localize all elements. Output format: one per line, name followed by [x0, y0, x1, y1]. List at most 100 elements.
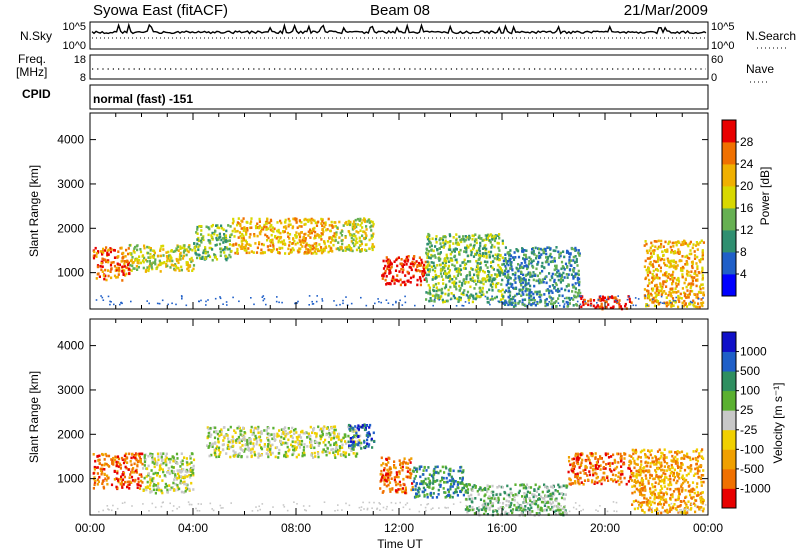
power-echo-cell	[659, 245, 662, 248]
power-echo-cell	[425, 273, 428, 277]
power-echo-cell	[648, 294, 651, 298]
power-echo-cell	[206, 250, 209, 254]
velocity-echo-cell	[254, 434, 257, 438]
power-echo-cell	[507, 273, 510, 276]
power-echo-cell	[469, 278, 472, 281]
velocity-echo-cell	[335, 441, 338, 444]
power-echo-cell	[253, 233, 256, 236]
power-scatter-cell	[275, 300, 278, 303]
power-echo-cell	[466, 260, 470, 263]
velocity-echo-cell	[599, 455, 602, 458]
power-scatter-cell	[609, 296, 611, 298]
velocity-echo-cell	[253, 438, 256, 441]
velocity-echo-cell	[174, 489, 177, 492]
velocity-echo-cell	[668, 474, 671, 478]
power-echo-cell	[242, 229, 245, 232]
power-echo-cell	[498, 300, 501, 304]
velocity-echo-cell	[160, 489, 163, 493]
velocity-echo-cell	[492, 494, 495, 497]
velocity-echo-cell	[546, 501, 549, 504]
power-echo-cell	[196, 228, 199, 231]
velocity-echo-cell	[582, 483, 585, 486]
power-echo-cell	[690, 270, 693, 273]
velocity-echo-cell	[361, 426, 364, 429]
power-echo-cell	[359, 250, 362, 253]
power-echo-cell	[557, 287, 560, 291]
power-echo-cell	[456, 243, 459, 246]
power-echo-cell	[107, 253, 110, 256]
power-echo-cell	[438, 238, 441, 242]
power-echo-cell	[159, 270, 162, 273]
velocity-echo-cell	[138, 455, 141, 459]
power-echo-cell	[573, 274, 577, 278]
power-echo-cell	[685, 296, 688, 299]
velocity-echo-cell	[410, 488, 413, 492]
power-echo-cell	[663, 290, 666, 293]
power-echo-cell	[222, 228, 225, 231]
power-echo-cell	[439, 268, 443, 271]
velocity-echo-cell	[177, 474, 181, 478]
velocity-echo-cell	[234, 431, 237, 434]
power-colorbar-tick-label: 8	[740, 245, 747, 259]
power-echo-cell	[390, 265, 393, 269]
velocity-echo-cell	[523, 501, 526, 504]
power-echo-cell	[250, 220, 253, 223]
power-echo-cell	[222, 241, 225, 244]
velocity-echo-cell	[503, 490, 506, 494]
velocity-echo-cell	[351, 436, 355, 439]
velocity-echo-cell	[422, 486, 425, 490]
velocity-echo-cell	[537, 504, 540, 507]
power-echo-cell	[576, 278, 579, 281]
power-echo-cell	[561, 279, 565, 282]
velocity-echo-cell	[149, 481, 152, 484]
power-echo-cell	[310, 229, 313, 233]
power-echo-cell	[676, 251, 680, 254]
power-echo-cell	[428, 286, 431, 290]
power-echo-cell	[146, 245, 149, 249]
power-echo-cell	[126, 266, 129, 270]
power-echo-cell	[468, 236, 471, 239]
power-echo-cell	[110, 267, 113, 270]
power-echo-cell	[685, 261, 689, 264]
power-echo-cell	[509, 257, 512, 261]
power-echo-cell	[185, 263, 188, 267]
power-echo-cell	[528, 294, 531, 298]
velocity-echo-cell	[94, 479, 97, 483]
power-echo-cell	[442, 278, 445, 281]
power-echo-cell	[520, 262, 523, 265]
velocity-echo-cell	[466, 488, 470, 491]
velocity-echo-cell	[594, 480, 597, 484]
power-echo-cell	[630, 301, 633, 304]
velocity-echo-cell	[615, 480, 618, 484]
power-echo-cell	[693, 257, 697, 260]
power-echo-cell	[180, 265, 183, 269]
power-echo-cell	[239, 245, 242, 249]
power-echo-cell	[652, 269, 655, 273]
power-echo-cell	[192, 264, 196, 267]
velocity-echo-cell	[380, 479, 383, 482]
power-echo-cell	[215, 258, 219, 261]
velocity-echo-cell	[133, 471, 136, 474]
power-echo-cell	[263, 225, 266, 229]
power-scatter-cell	[626, 298, 629, 301]
power-echo-cell	[258, 242, 261, 246]
power-echo-cell	[674, 265, 677, 268]
power-echo-cell	[266, 245, 269, 248]
power-echo-cell	[246, 221, 249, 224]
power-echo-cell	[94, 246, 97, 250]
power-echo-cell	[514, 303, 517, 307]
velocity-echo-cell	[96, 478, 99, 482]
velocity-echo-cell	[331, 447, 334, 451]
power-echo-cell	[488, 234, 491, 238]
power-echo-cell	[367, 218, 370, 222]
power-echo-cell	[618, 299, 621, 302]
velocity-echo-cell	[605, 463, 608, 466]
velocity-echo-cell	[561, 507, 564, 510]
velocity-echo-cell	[332, 436, 336, 440]
power-echo-cell	[325, 228, 328, 232]
velocity-echo-cell	[115, 462, 119, 465]
velocity-echo-cell	[529, 503, 532, 507]
velocity-echo-cell	[534, 483, 537, 487]
power-echo-cell	[250, 217, 253, 220]
power-echo-cell	[113, 256, 117, 259]
